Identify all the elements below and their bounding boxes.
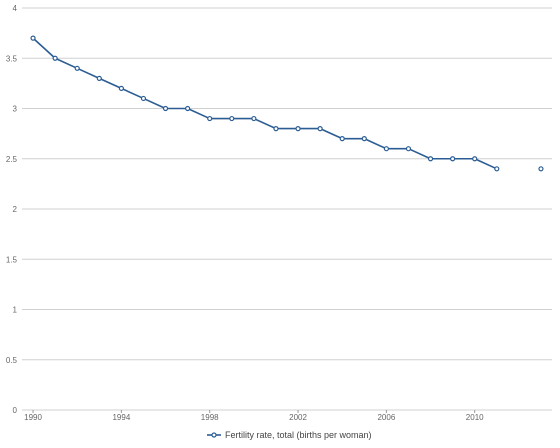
gridlines: [22, 7, 552, 411]
y-tick-label: 2.5: [6, 155, 18, 164]
legend-label: Fertility rate, total (births per woman): [225, 430, 372, 440]
data-point[interactable]: [30, 35, 36, 41]
data-point[interactable]: [361, 136, 367, 142]
y-axis-ticks: 0 0.5 1 1.5 2 2.5 3 3.5 4: [6, 4, 18, 415]
data-point[interactable]: [427, 156, 434, 162]
data-point[interactable]: [405, 146, 412, 152]
x-tick-label: 2002: [289, 413, 307, 422]
x-tick-label: 1994: [112, 413, 130, 422]
data-point[interactable]: [229, 115, 235, 122]
data-point[interactable]: [185, 105, 191, 112]
data-point[interactable]: [52, 55, 58, 61]
x-tick-label: 1990: [24, 413, 42, 422]
data-point[interactable]: [472, 156, 478, 162]
data-point[interactable]: [339, 136, 345, 142]
y-tick-label: 0: [13, 406, 18, 415]
data-point[interactable]: [207, 115, 213, 122]
data-point[interactable]: [494, 166, 500, 172]
data-point[interactable]: [273, 126, 279, 132]
data-point[interactable]: [295, 126, 301, 132]
y-tick-label: 1: [13, 306, 18, 315]
legend-swatch-marker: [211, 432, 217, 438]
x-axis-ticks: 1990 1994 1998 2002 2006 2010: [24, 410, 484, 422]
data-point[interactable]: [140, 95, 147, 102]
y-tick-label: 4: [13, 4, 18, 13]
x-tick-label: 2006: [377, 413, 395, 422]
data-point[interactable]: [317, 126, 323, 132]
y-tick-label: 3: [13, 105, 18, 114]
x-tick-label: 1998: [201, 413, 219, 422]
x-tick-label: 2010: [466, 413, 484, 422]
data-point[interactable]: [450, 156, 456, 162]
data-point[interactable]: [251, 115, 257, 122]
data-point[interactable]: [118, 85, 124, 92]
data-point[interactable]: [74, 65, 80, 71]
legend[interactable]: Fertility rate, total (births per woman): [207, 430, 372, 440]
y-tick-label: 3.5: [6, 54, 18, 63]
data-point[interactable]: [96, 75, 102, 81]
y-tick-label: 0.5: [6, 356, 18, 365]
series-fertility-rate: [30, 35, 544, 172]
data-point[interactable]: [383, 146, 389, 152]
y-tick-label: 1.5: [6, 255, 18, 264]
y-tick-label: 2: [13, 205, 18, 214]
data-point[interactable]: [162, 105, 169, 112]
data-point[interactable]: [538, 166, 544, 172]
series-line: [32, 37, 498, 170]
